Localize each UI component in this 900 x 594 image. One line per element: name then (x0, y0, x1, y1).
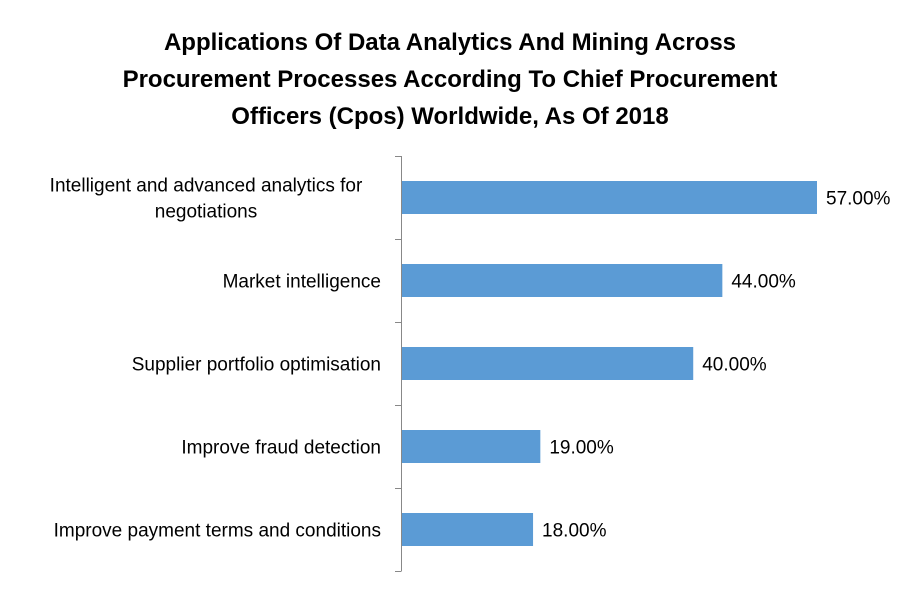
chart-title-line-2: Procurement Processes According To Chief… (122, 66, 778, 93)
data-label: 18.00% (542, 521, 607, 542)
bar (402, 513, 534, 546)
chart-title-line-3: Officers (Cpos) Worldwide, As Of 2018 (231, 103, 669, 130)
category-label: Improve fraud detection (181, 438, 381, 459)
data-label: 57.00% (826, 189, 891, 210)
category-label-line: Supplier portfolio optimisation (132, 355, 381, 376)
bar (402, 181, 817, 214)
data-label: 19.00% (549, 438, 614, 459)
category-label: Intelligent and advanced analytics for ne… (50, 176, 363, 223)
category-label: Supplier portfolio optimisation (132, 355, 381, 376)
plot-area: 57.00% Intelligent and advanced analytics… (50, 156, 891, 572)
category-label-line: negotiations (155, 202, 257, 223)
category-label-line: Improve fraud detection (181, 438, 381, 459)
bar (402, 347, 694, 380)
category-label: Market intelligence (223, 272, 381, 293)
chart-title: Applications Of Data Analytics And Minin… (50, 24, 850, 135)
data-label: 44.00% (731, 272, 796, 293)
data-label: 40.00% (702, 355, 767, 376)
category-label-line: Market intelligence (223, 272, 381, 293)
category-label: Improve payment terms and conditions (54, 521, 381, 542)
chart-title-line-1: Applications Of Data Analytics And Minin… (163, 29, 737, 56)
bar (402, 264, 723, 297)
bar (402, 430, 541, 463)
category-label-line: Improve payment terms and conditions (54, 521, 381, 542)
category-label-line: Intelligent and advanced analytics for (50, 176, 363, 197)
